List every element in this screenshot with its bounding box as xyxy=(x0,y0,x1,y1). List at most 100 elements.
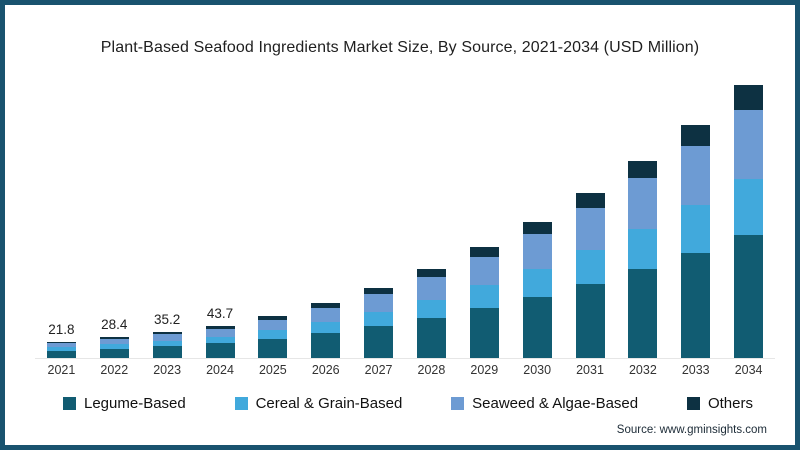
legend-label-seaweed-algae-based: Seaweed & Algae-Based xyxy=(472,395,639,412)
bar-segment-cereal-2030 xyxy=(522,268,552,297)
bar-segment-others-2024 xyxy=(205,325,235,329)
bar-segment-others-2031 xyxy=(575,193,605,209)
bar-segment-legume-2029 xyxy=(469,307,499,358)
stacked-bar-2030 xyxy=(522,221,552,358)
stacked-bar-2029 xyxy=(469,246,499,358)
bar-segment-others-2032 xyxy=(628,160,658,179)
stacked-bar-2033 xyxy=(681,125,711,358)
x-axis-label-2026: 2026 xyxy=(311,363,340,377)
stacked-bar-2026 xyxy=(311,303,341,358)
x-axis-label-2024: 2024 xyxy=(206,363,234,377)
bar-segment-legume-2032 xyxy=(628,269,658,358)
bar-segment-legume-2033 xyxy=(681,253,711,358)
bar-segment-seaweed-2024 xyxy=(205,328,235,337)
bar-segment-seaweed-2033 xyxy=(681,146,711,206)
x-axis-label-2022: 2022 xyxy=(100,363,129,377)
bar-segment-seaweed-2032 xyxy=(628,178,658,229)
bar-value-label-2023: 35.2 xyxy=(154,311,181,327)
bar-segment-legume-2034 xyxy=(734,235,764,358)
bar-segment-seaweed-2031 xyxy=(575,208,605,251)
bar-segment-others-2025 xyxy=(258,315,288,320)
bar-column-2023: 35.2 xyxy=(141,312,194,358)
bar-segment-legume-2021 xyxy=(46,350,76,358)
bar-segment-seaweed-2025 xyxy=(258,319,288,331)
bar-segment-others-2028 xyxy=(416,268,446,277)
legend-swatch-legume-based xyxy=(63,397,76,410)
x-axis-label-2023: 2023 xyxy=(153,363,182,377)
stacked-bar-2021 xyxy=(46,341,76,358)
bar-segment-legume-2026 xyxy=(311,333,341,358)
bar-segment-seaweed-2029 xyxy=(469,256,499,286)
bar-column-2029 xyxy=(458,246,511,358)
bar-segment-cereal-2029 xyxy=(469,285,499,308)
bar-column-2024: 43.7 xyxy=(194,306,247,358)
bar-segment-seaweed-2021 xyxy=(46,343,76,348)
bar-segment-cereal-2022 xyxy=(99,344,129,349)
legend-item-seaweed-algae-based: Seaweed & Algae-Based xyxy=(451,395,638,412)
bar-value-label-2022: 28.4 xyxy=(101,317,128,333)
x-axis-labels: 2021 2022 2023 2024 2025 2026 2027 2028 2029 2030… xyxy=(35,363,775,377)
bar-segment-cereal-2031 xyxy=(575,250,605,284)
x-axis-label-2032: 2032 xyxy=(628,363,657,377)
bar-segment-cereal-2027 xyxy=(364,311,394,327)
bar-segment-seaweed-2022 xyxy=(99,338,129,345)
bar-column-2031 xyxy=(564,193,617,358)
bar-segment-cereal-2026 xyxy=(311,322,341,334)
bar-segment-legume-2023 xyxy=(152,346,182,358)
source-attribution: Source: www.gminsights.com xyxy=(616,424,767,436)
bar-value-label-2021: 21.8 xyxy=(48,321,75,337)
stacked-bar-2022 xyxy=(99,337,129,358)
x-axis-label-2025: 2025 xyxy=(258,363,287,377)
bar-segment-others-2022 xyxy=(99,337,129,339)
x-axis-label-2033: 2033 xyxy=(681,363,710,377)
bar-segment-cereal-2028 xyxy=(416,299,446,318)
bar-segment-legume-2027 xyxy=(364,326,394,358)
stacked-bar-2025 xyxy=(258,315,288,358)
legend-swatch-seaweed-algae-based xyxy=(451,397,465,410)
stacked-bar-2032 xyxy=(628,160,658,358)
bar-segment-cereal-2021 xyxy=(46,347,76,351)
bar-segment-seaweed-2027 xyxy=(364,293,394,312)
bar-segment-seaweed-2030 xyxy=(522,233,552,269)
bar-column-2030 xyxy=(511,221,564,358)
bar-column-2021: 21.8 xyxy=(35,322,88,358)
bar-segment-legume-2031 xyxy=(575,283,605,358)
bar-column-2022: 28.4 xyxy=(88,317,141,358)
x-axis-label-2029: 2029 xyxy=(470,363,499,377)
bar-column-2028 xyxy=(405,268,458,358)
bar-segment-legume-2025 xyxy=(258,339,288,358)
bar-segment-others-2021 xyxy=(46,341,76,344)
legend-label-others: Others xyxy=(707,395,753,412)
bar-segment-others-2023 xyxy=(152,331,182,335)
bar-segment-legume-2028 xyxy=(416,317,446,358)
bar-segment-cereal-2033 xyxy=(681,205,711,254)
bar-column-2026 xyxy=(299,303,352,358)
stacked-bar-2031 xyxy=(575,193,605,358)
bar-column-2034 xyxy=(722,85,775,358)
stacked-bar-2027 xyxy=(364,287,394,358)
stacked-bar-2023 xyxy=(152,331,182,358)
bar-segment-seaweed-2028 xyxy=(416,276,446,300)
bar-segment-others-2033 xyxy=(681,125,711,147)
legend-item-others: Others xyxy=(686,395,753,412)
bar-plot-area: 21.8 28.4 35.2 43.7 xyxy=(35,75,775,359)
bar-segment-seaweed-2023 xyxy=(152,334,182,342)
bar-segment-others-2029 xyxy=(469,246,499,257)
bar-segment-others-2030 xyxy=(522,221,552,234)
bar-segment-cereal-2032 xyxy=(628,228,658,270)
x-axis-label-2028: 2028 xyxy=(417,363,446,377)
legend-item-cereal-grain-based: Cereal & Grain-Based xyxy=(234,395,402,412)
x-axis-label-2021: 2021 xyxy=(47,363,76,377)
bar-value-label-2024: 43.7 xyxy=(206,305,234,321)
bar-segment-cereal-2023 xyxy=(152,341,182,347)
legend-swatch-cereal-grain-based xyxy=(234,397,248,410)
bar-column-2032 xyxy=(616,160,669,358)
stacked-bar-2024 xyxy=(205,325,235,358)
x-axis-label-2030: 2030 xyxy=(523,363,552,377)
bar-column-2033 xyxy=(669,125,722,358)
bar-segment-legume-2024 xyxy=(205,343,235,358)
bar-segment-legume-2022 xyxy=(99,348,129,358)
bar-segment-seaweed-2034 xyxy=(734,109,764,180)
bar-column-2025 xyxy=(246,315,299,358)
